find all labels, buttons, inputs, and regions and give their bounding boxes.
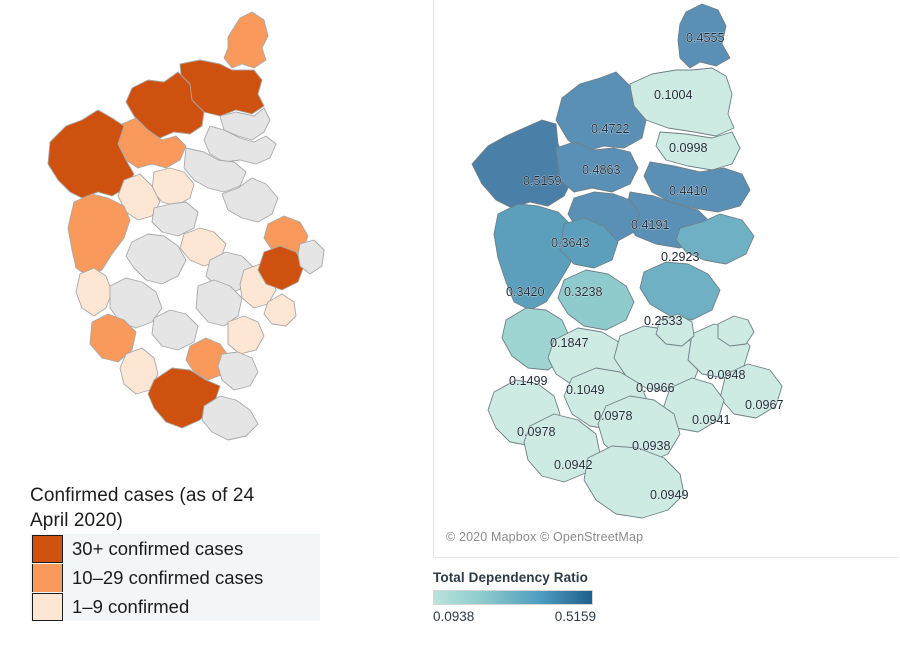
gradient-min-label: 0.0938 (433, 609, 475, 624)
ratio-value-label: 0.1847 (550, 336, 589, 350)
ratio-value-label: 0.3238 (564, 285, 603, 299)
map-attribution: © 2020 Mapbox © OpenStreetMap (446, 530, 644, 544)
legend-label-30-plus: 30+ confirmed cases (72, 537, 244, 559)
legend-item-30-plus: 30+ confirmed cases (30, 534, 320, 563)
ratio-value-label: 0.0978 (594, 409, 633, 423)
ratio-value-label: 0.0978 (517, 425, 556, 439)
color-gradient-bar (433, 590, 593, 605)
ratio-value-label: 0.0967 (745, 398, 784, 412)
legend-dependency-ratio: Total Dependency Ratio 0.0938 0.5159 (433, 570, 673, 624)
ratio-value-label: 0.0949 (650, 488, 689, 502)
map-regions-cases (47, 11, 325, 441)
ratio-value-label: 0.4191 (631, 218, 670, 232)
ratio-value-label: 0.2533 (644, 314, 683, 328)
legend-title: Confirmed cases (as of 24 April 2020) (30, 485, 255, 531)
ratio-value-label: 0.3643 (551, 236, 590, 250)
legend-ratio-title: Total Dependency Ratio (433, 570, 588, 585)
karnataka-ratio-map[interactable]: 0.4555 0.1004 0.4722 0.0998 0.5159 0.4863 0.44… (454, 2, 884, 527)
legend-items: 30+ confirmed cases 10–29 confirmed case… (30, 534, 320, 621)
ratio-value-label: 0.4863 (582, 163, 621, 177)
color-gradient-ticks: 0.0938 0.5159 (433, 609, 596, 624)
ratio-value-label: 0.4410 (669, 184, 708, 198)
ratio-value-label: 0.0948 (707, 368, 746, 382)
ratio-value-labels: 0.4555 0.1004 0.4722 0.0998 0.5159 0.4863 0.44… (506, 31, 784, 503)
legend-confirmed-cases: Confirmed cases (as of 24 April 2020) 30… (30, 483, 320, 621)
ratio-value-label: 0.1004 (654, 88, 693, 102)
ratio-value-label: 0.0942 (554, 458, 593, 472)
legend-label-10-29: 10–29 confirmed cases (72, 566, 264, 588)
legend-label-1-9: 1–9 confirmed (72, 595, 190, 617)
ratio-value-label: 0.2923 (661, 250, 700, 264)
ratio-value-label: 0.1499 (509, 374, 548, 388)
ratio-value-label: 0.0998 (669, 141, 708, 155)
karnataka-cases-map[interactable] (14, 2, 344, 472)
legend-swatch-10-29 (32, 563, 63, 592)
ratio-value-label: 0.3420 (506, 285, 545, 299)
map-regions-ratio (471, 3, 783, 519)
legend-item-10-29: 10–29 confirmed cases (30, 563, 320, 592)
ratio-value-label: 0.0941 (692, 413, 731, 427)
map-frame-ratio: 0.4555 0.1004 0.4722 0.0998 0.5159 0.4863 0.44… (433, 0, 899, 558)
ratio-value-label: 0.4722 (591, 122, 630, 136)
legend-swatch-1-9 (32, 592, 63, 621)
legend-swatch-30-plus (32, 534, 63, 563)
ratio-value-label: 0.5159 (523, 174, 562, 188)
ratio-value-label: 0.0966 (636, 381, 675, 395)
ratio-value-label: 0.1049 (566, 383, 605, 397)
ratio-value-label: 0.4555 (686, 31, 725, 45)
legend-item-1-9: 1–9 confirmed (30, 592, 320, 621)
ratio-value-label: 0.0938 (632, 439, 671, 453)
panel-confirmed-cases: Confirmed cases (as of 24 April 2020) 30… (0, 0, 432, 650)
gradient-max-label: 0.5159 (554, 609, 596, 624)
panel-dependency-ratio: 0.4555 0.1004 0.4722 0.0998 0.5159 0.4863 0.44… (433, 0, 900, 650)
